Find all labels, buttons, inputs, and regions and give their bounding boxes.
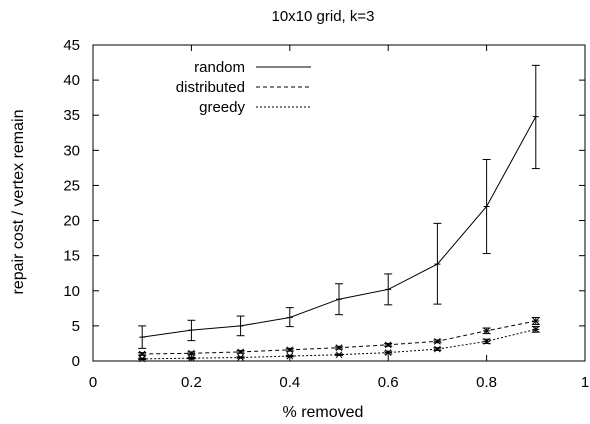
x-tick-label: 0.2 bbox=[181, 374, 202, 391]
data-point bbox=[483, 327, 491, 335]
data-point bbox=[532, 326, 540, 333]
data-point bbox=[483, 337, 491, 345]
y-tick-label: 20 bbox=[63, 213, 80, 230]
x-tick-label: 0.8 bbox=[476, 374, 497, 391]
x-axis-label: % removed bbox=[283, 404, 364, 421]
legend-label-greedy: greedy bbox=[199, 99, 245, 116]
data-point bbox=[384, 349, 392, 356]
y-tick-label: 15 bbox=[63, 248, 80, 265]
data-point bbox=[138, 350, 146, 358]
data-point bbox=[384, 341, 392, 349]
x-tick-label: 1 bbox=[581, 374, 589, 391]
data-point bbox=[286, 352, 294, 360]
legend-label-distributed: distributed bbox=[176, 79, 245, 96]
y-tick-label: 25 bbox=[63, 177, 80, 194]
y-tick-label: 0 bbox=[72, 353, 80, 370]
data-point bbox=[532, 317, 540, 325]
data-point bbox=[433, 345, 441, 353]
y-tick-label: 35 bbox=[63, 107, 80, 124]
data-point bbox=[138, 355, 146, 363]
y-tick-label: 30 bbox=[63, 142, 80, 159]
data-point bbox=[237, 348, 245, 356]
y-tick-label: 10 bbox=[63, 283, 80, 300]
data-point bbox=[433, 337, 441, 345]
data-point bbox=[187, 354, 195, 362]
x-tick-label: 0 bbox=[89, 374, 97, 391]
data-point bbox=[237, 354, 245, 361]
data-point bbox=[335, 351, 343, 359]
plot-frame bbox=[92, 44, 586, 362]
x-tick-label: 0.6 bbox=[378, 374, 399, 391]
y-tick-label: 40 bbox=[63, 72, 80, 89]
data-point bbox=[286, 346, 294, 354]
y-tick-label: 45 bbox=[63, 37, 80, 54]
data-point bbox=[187, 349, 195, 357]
y-tick-label: 5 bbox=[72, 318, 80, 335]
x-tick-label: 0.4 bbox=[279, 374, 300, 391]
legend: random distributed greedy bbox=[176, 59, 311, 116]
chart-title: 10x10 grid, k=3 bbox=[272, 8, 375, 25]
legend-label-random: random bbox=[194, 59, 245, 76]
data-point bbox=[335, 344, 343, 352]
y-axis-label: repair cost / vertex remain bbox=[10, 110, 27, 295]
